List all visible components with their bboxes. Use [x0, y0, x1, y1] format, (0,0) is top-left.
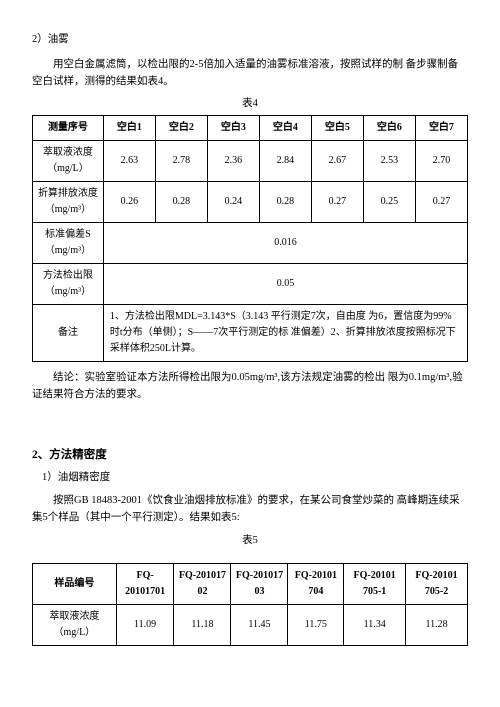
table5-r1c2: 11.18	[174, 605, 231, 646]
table4-h5: 空白5	[311, 116, 363, 141]
table5-r1c1: 11.09	[116, 605, 174, 646]
table4-r3-label: 标准偏差S（mg/m³）	[33, 223, 104, 264]
table4-row1: 萃取液浓度（mg/L） 2.63 2.78 2.36 2.84 2.67 2.5…	[33, 141, 468, 182]
table4-r1c4: 2.84	[259, 141, 311, 182]
table4-r2c4: 0.28	[259, 182, 311, 223]
table5-header-row: 样品编号 FQ-20101701 FQ-201017 02 FQ-201017 …	[33, 564, 468, 605]
table4-note-row: 备注 1、方法检出限MDL=3.143*S（3.143 平行测定7次，自由度 为…	[33, 305, 468, 362]
table4-r4-label: 方法检出限（mg/m³）	[33, 264, 104, 305]
section-precision: 2、方法精密度	[32, 446, 468, 464]
table4-note-label: 备注	[33, 305, 104, 362]
table4-r2c1: 0.26	[103, 182, 155, 223]
table4-row3: 标准偏差S（mg/m³） 0.016	[33, 223, 468, 264]
paragraph-method-desc: 用空白金属滤筒，以检出限的2-5倍加入适量的油雾标准溶液，按照试样的制 备步骤制…	[32, 57, 468, 91]
table4-h3: 空白3	[207, 116, 259, 141]
table5-h1: FQ-20101701	[116, 564, 174, 605]
table4-r2c7: 0.27	[415, 182, 467, 223]
table5-r1c5: 11.34	[344, 605, 406, 646]
table4-h6: 空白6	[363, 116, 415, 141]
table4-header-row: 测量序号 空白1 空白2 空白3 空白4 空白5 空白6 空白7	[33, 116, 468, 141]
table4-caption: 表4	[32, 96, 468, 113]
table4-r1c3: 2.36	[207, 141, 259, 182]
table4-row2: 折算排放浓度（mg/m³） 0.26 0.28 0.24 0.28 0.27 0…	[33, 182, 468, 223]
section-heading-oilmist: 2）油雾	[32, 32, 468, 49]
table4-h4: 空白4	[259, 116, 311, 141]
conclusion-paragraph: 结论：实验室验证本方法所得检出限为0.05mg/m³,该方法规定油雾的检出 限为…	[32, 370, 468, 404]
table4-r2-label: 折算排放浓度（mg/m³）	[33, 182, 104, 223]
table5-row1: 萃取液浓度（mg/L） 11.09 11.18 11.45 11.75 11.3…	[33, 605, 468, 646]
table4-row4: 方法检出限（mg/m³） 0.05	[33, 264, 468, 305]
table4-h7: 空白7	[415, 116, 467, 141]
table5-r1c4: 11.75	[288, 605, 344, 646]
table4-r3-val: 0.016	[103, 223, 467, 264]
table4-h2: 空白2	[155, 116, 207, 141]
table4-note: 1、方法检出限MDL=3.143*S（3.143 平行测定7次，自由度 为6，置…	[103, 305, 467, 362]
paragraph-precision-desc: 按照GB 18483-2001《饮食业油烟排放标准》的要求，在某公司食堂炒菜的 …	[32, 493, 468, 527]
table4-r1c6: 2.53	[363, 141, 415, 182]
table4-r2c2: 0.28	[155, 182, 207, 223]
table4-r2c5: 0.27	[311, 182, 363, 223]
table5-h5: FQ-20101 705-1	[344, 564, 406, 605]
table4-h1: 空白1	[103, 116, 155, 141]
table4-h0: 测量序号	[33, 116, 104, 141]
table5-h0: 样品编号	[33, 564, 117, 605]
table4-r1c7: 2.70	[415, 141, 467, 182]
table5-r1c6: 11.28	[406, 605, 468, 646]
table5-r1-label: 萃取液浓度（mg/L）	[33, 605, 117, 646]
table5: 样品编号 FQ-20101701 FQ-201017 02 FQ-201017 …	[32, 563, 468, 646]
table5-h3: FQ-201017 03	[231, 564, 288, 605]
table4-r2c6: 0.25	[363, 182, 415, 223]
table5-r1c3: 11.45	[231, 605, 288, 646]
table4-r1c5: 2.67	[311, 141, 363, 182]
table5-h2: FQ-201017 02	[174, 564, 231, 605]
table4-r1c2: 2.78	[155, 141, 207, 182]
table5-caption: 表5	[32, 533, 468, 550]
table5-h4: FQ-20101 704	[288, 564, 344, 605]
table4: 测量序号 空白1 空白2 空白3 空白4 空白5 空白6 空白7 萃取液浓度（m…	[32, 115, 468, 362]
table5-h6: FQ-20101 705-2	[406, 564, 468, 605]
table4-r1c1: 2.63	[103, 141, 155, 182]
table4-r4-val: 0.05	[103, 264, 467, 305]
table4-r1-label: 萃取液浓度（mg/L）	[33, 141, 104, 182]
subsection-oil-smoke: 1）油烟精密度	[42, 470, 468, 487]
table4-r2c3: 0.24	[207, 182, 259, 223]
